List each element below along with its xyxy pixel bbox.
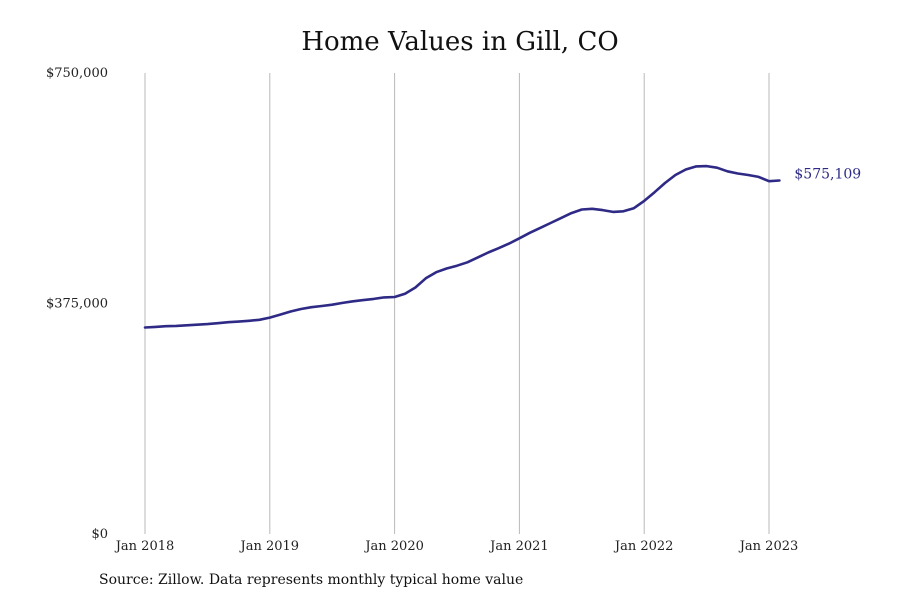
end-value-label: $575,109	[794, 166, 861, 182]
chart-title: Home Values in Gill, CO	[301, 27, 619, 57]
y-tick-labels: $0 $375,000 $750,000	[46, 66, 108, 542]
y-tick-label: $375,000	[46, 297, 108, 312]
y-tick-label: $0	[91, 527, 108, 542]
x-tick-label: Jan 2020	[363, 539, 424, 554]
x-tick-labels: Jan 2018 Jan 2019 Jan 2020 Jan 2021 Jan 2022…	[114, 539, 799, 554]
x-tick-label: Jan 2019	[239, 539, 300, 554]
series-line	[143, 164, 781, 329]
x-tick-label: Jan 2021	[488, 539, 549, 554]
x-tick-label: Jan 2018	[114, 539, 175, 554]
source-note: Source: Zillow. Data represents monthly …	[99, 572, 524, 588]
y-tick-label: $750,000	[46, 66, 108, 81]
grid-lines	[144, 73, 770, 534]
x-tick-label: Jan 2022	[613, 539, 674, 554]
x-tick-label: Jan 2023	[738, 539, 799, 554]
